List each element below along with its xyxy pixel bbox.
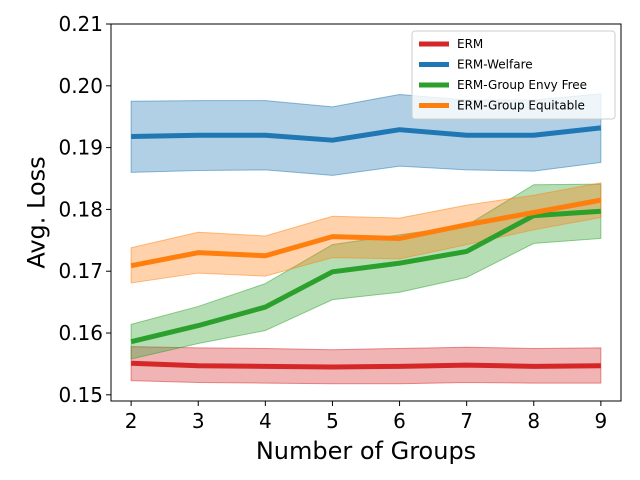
y-tick-label: 0.20 [58,74,103,98]
x-axis-label: Number of Groups [256,437,476,465]
series-line-erm [131,360,601,370]
legend-label-erm-group-envy-free: ERM-Group Envy Free [457,78,587,92]
series-lines [130,125,602,370]
series-line-erm-welfare [131,125,602,143]
x-tick-label: 5 [326,409,339,433]
x-tick-label: 6 [393,409,406,433]
x-axis-ticks: 2 3 4 5 6 7 8 9 [125,401,607,433]
y-axis-label: Avg. Loss [22,156,50,268]
legend-box [411,30,616,120]
y-tick-label: 0.15 [58,383,103,407]
x-tick-label: 9 [595,409,608,433]
legend-label-erm: ERM [457,37,483,51]
y-tick-label: 0.19 [58,136,103,160]
confidence-bands [130,93,602,385]
legend: ERM ERM-Welfare ERM-Group Envy Free ERM-Gro… [411,30,616,120]
x-tick-label: 3 [192,409,205,433]
legend-label-erm-welfare: ERM-Welfare [457,58,533,72]
x-tick-label: 8 [527,409,540,433]
y-tick-label: 0.16 [58,321,103,345]
x-tick-label: 2 [125,409,138,433]
y-tick-label: 0.18 [58,197,103,221]
y-tick-label: 0.21 [58,12,103,36]
y-axis-ticks: 0.15 0.16 0.17 0.18 0.19 0.20 0.21 [58,12,111,407]
plot-frame [110,23,622,402]
series-line-erm-group-equitable [130,197,602,269]
legend-label-erm-group-equitable: ERM-Group Equitable [457,99,585,113]
x-tick-label: 7 [460,409,473,433]
series-line-erm-group-envy-free [130,208,602,345]
x-tick-label: 4 [259,409,272,433]
band-erm-group-envy-free [130,183,602,360]
y-tick-label: 0.17 [58,259,103,283]
band-erm-group-equitable [130,182,602,284]
